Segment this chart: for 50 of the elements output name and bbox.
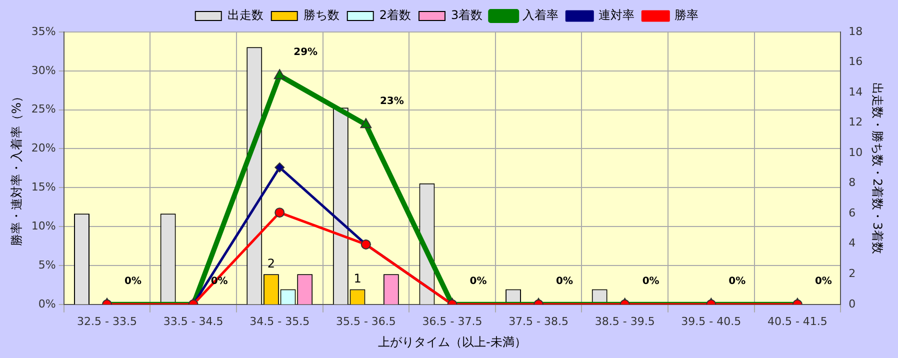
y2-tick-label: 10 xyxy=(848,146,863,159)
data-label: 0% xyxy=(124,276,142,287)
x-tick-label: 39.5 - 40.5 xyxy=(681,314,742,328)
x-tick-label: 33.5 - 34.5 xyxy=(163,314,224,328)
data-label: 0% xyxy=(814,276,832,287)
x-axis-title: 上がりタイム（以上-未満） xyxy=(378,334,526,349)
data-label: 2 xyxy=(267,256,276,270)
y-tick-label: 25% xyxy=(31,102,56,116)
data-label: 1 xyxy=(354,271,362,286)
y2-tick-label: 8 xyxy=(848,176,856,190)
legend-label: 勝率 xyxy=(674,8,699,22)
x-tick-label: 37.5 - 38.5 xyxy=(508,314,569,328)
y2-tick-label: 6 xyxy=(848,206,856,220)
data-label: 0% xyxy=(728,276,746,287)
y-tick-label: 15% xyxy=(31,180,56,194)
point xyxy=(274,69,286,80)
y2-axis-title: 出走数・勝ち数・2着数・3着数 xyxy=(870,82,885,254)
x-tick-label: 38.5 - 39.5 xyxy=(594,314,655,328)
x-tick-label: 35.5 - 36.5 xyxy=(336,314,396,328)
y2-tick-label: 2 xyxy=(848,266,856,280)
legend-label: 勝ち数 xyxy=(303,8,340,22)
point xyxy=(360,118,372,128)
y-tick-label: 10% xyxy=(31,219,56,232)
x-tick-label: 32.5 - 33.5 xyxy=(77,314,137,328)
y-tick-label: 20% xyxy=(31,142,56,155)
y2-tick-label: 16 xyxy=(848,55,863,68)
data-label: 23% xyxy=(380,96,404,108)
y2-tick-label: 14 xyxy=(848,85,863,98)
y-axis-title: 勝率・連対率・入着率（%） xyxy=(9,90,24,246)
y-tick-label: 5% xyxy=(38,258,56,272)
y-tick-label: 35% xyxy=(31,24,56,38)
x-tick-label: 34.5 - 35.5 xyxy=(250,314,310,328)
data-label: 0% xyxy=(642,276,660,287)
point xyxy=(274,162,285,172)
y2-tick-label: 18 xyxy=(848,24,863,38)
y2-tick-label: 0 xyxy=(848,297,856,310)
y2-tick-label: 12 xyxy=(848,116,863,129)
y2-tick-label: 4 xyxy=(848,236,856,250)
data-label: 0% xyxy=(556,276,574,287)
data-label: 29% xyxy=(294,47,318,58)
legend-label: 連対率 xyxy=(598,8,635,22)
y-tick-label: 0% xyxy=(38,297,56,310)
x-tick-label: 40.5 - 41.5 xyxy=(767,314,828,328)
legend-label: 入着率 xyxy=(522,8,559,22)
legend-label: 2着数 xyxy=(379,8,412,22)
legend-label: 3着数 xyxy=(451,8,483,22)
legend-label: 出走数 xyxy=(227,8,264,22)
data-label: 0% xyxy=(470,276,487,287)
y-tick-label: 30% xyxy=(31,64,56,77)
x-tick-label: 36.5 - 37.5 xyxy=(422,314,482,328)
